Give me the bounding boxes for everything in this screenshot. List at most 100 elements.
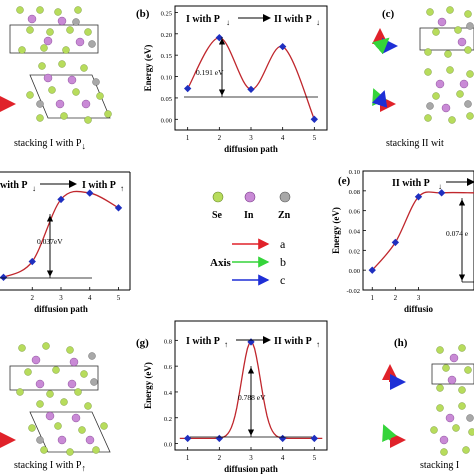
x-tick-label: 1 — [186, 454, 190, 462]
structure-h-side — [431, 344, 474, 394]
chart-panel-g: 0.0 0.2 0.4 0.6 0.8 1 2 3 4 5 diffusion path Energy… — [136, 320, 328, 474]
x-tick-label: 1 — [186, 134, 190, 142]
y-tick-label: 0.05 — [161, 96, 172, 103]
caption-c: stacking II wit — [386, 138, 444, 149]
panel-label-e: (e) — [338, 175, 351, 187]
y-tick-label: 0.00 — [161, 117, 172, 124]
atom-label-in: In — [244, 210, 254, 221]
data-point — [247, 85, 255, 94]
barrier-annotation: 0.074 e — [446, 229, 469, 238]
structure-f-side — [9, 342, 99, 398]
data-point — [114, 204, 123, 212]
y-tick-label: 0.20 — [161, 32, 172, 39]
y-tick-label: 0.10 — [161, 75, 172, 82]
x-axis-label: diffusion path — [224, 144, 278, 154]
axis-label-b: b — [280, 255, 286, 269]
x-tick-label: 5 — [313, 454, 317, 462]
y-axis-label: Energy (eV) — [143, 362, 153, 409]
data-point — [183, 84, 192, 93]
panel-title-right-arrow: ↑ — [316, 340, 320, 349]
atom-se-icon — [212, 191, 224, 203]
barrier-annotation: 0.788 eV — [238, 393, 266, 402]
y-tick-label: 0.2 — [164, 416, 172, 423]
structure-h-top — [430, 402, 474, 456]
legend-axes: Axis a b c — [210, 237, 286, 287]
panel-label-g: (g) — [136, 337, 149, 349]
structure-c-side — [419, 6, 474, 58]
data-point — [368, 266, 376, 274]
panel-title-left-arrow: ↑ — [224, 340, 228, 349]
x-tick-label: 3 — [249, 134, 253, 142]
panel-title-left: with P — [0, 180, 28, 191]
chart-panel-e: -0.02 0.00 0.02 0.04 0.06 0.08 0.10 1 2 3 diffusio… — [331, 169, 474, 314]
structure-a-top — [26, 60, 112, 124]
structure-c-top — [424, 66, 474, 124]
y-axis-label: Energy (eV) — [143, 45, 153, 92]
barrier-annotation: 0.037eV — [37, 237, 63, 246]
x-tick-label: 4 — [88, 294, 92, 302]
panel-title-right: I with P — [82, 180, 116, 191]
panel-title-right: II with P — [274, 14, 312, 25]
y-tick-label: 0.06 — [349, 209, 361, 216]
data-point — [310, 434, 319, 443]
caption-a: stacking I with P↓ — [14, 138, 86, 151]
y-tick-label: -0.02 — [346, 288, 360, 295]
data-point — [278, 434, 287, 443]
y-tick-label: 0.02 — [349, 248, 360, 255]
x-tick-label: 4 — [281, 454, 285, 462]
panel-title-left-arrow: ↓ — [32, 184, 36, 193]
x-axis-label: diffusion path — [34, 304, 88, 314]
caption-f: stacking I with P↑ — [14, 460, 86, 473]
structure-f-top — [28, 398, 111, 456]
data-point — [183, 434, 192, 443]
panel-title-right: II with P — [274, 336, 312, 347]
y-tick-label: 0.0 — [164, 442, 172, 449]
axis-label-c: c — [280, 273, 285, 287]
barrier-annotation: 0.191 eV — [196, 68, 224, 77]
data-point — [310, 115, 319, 123]
y-axis-label: Energy (eV) — [331, 207, 341, 254]
panel-label-h: (h) — [394, 337, 408, 349]
y-tick-label: 0.08 — [349, 189, 360, 196]
axis-legend-title: Axis — [210, 257, 232, 269]
x-tick-label: 3 — [249, 454, 253, 462]
legend-atoms: Se In Zn — [212, 191, 291, 221]
axis-triad-c-bottom — [371, 88, 396, 112]
y-tick-label: 0.25 — [161, 10, 172, 17]
y-tick-label: 0.00 — [349, 268, 360, 275]
series-curve — [187, 36, 315, 120]
panel-title-left: I with P — [186, 336, 220, 347]
atom-label-zn: Zn — [278, 210, 291, 221]
panel-title-left: II with P — [392, 178, 430, 189]
data-point — [215, 434, 224, 443]
axis-triad-h-top — [382, 364, 406, 390]
x-tick-label: 2 — [218, 134, 222, 142]
y-tick-label: 0.4 — [164, 390, 173, 397]
panel-title-right-arrow: ↑ — [120, 184, 124, 193]
panel-label-c: (c) — [382, 8, 395, 20]
x-tick-label: 5 — [313, 134, 317, 142]
data-point — [57, 195, 65, 204]
y-tick-label: 0.8 — [164, 338, 172, 345]
data-point — [86, 189, 94, 197]
panel-title-left: I with P — [186, 14, 220, 25]
panel-title-left-arrow: ↓ — [438, 182, 442, 191]
axis-triad-h-bottom — [382, 424, 406, 448]
axis-label-a: a — [280, 237, 286, 251]
y-tick-label: 0.15 — [161, 53, 172, 60]
panel-title-left-arrow: ↓ — [226, 18, 230, 27]
structure-a-side — [9, 6, 99, 54]
x-tick-label: 2 — [394, 294, 398, 302]
data-point — [437, 189, 446, 197]
x-tick-label: 3 — [417, 294, 421, 302]
data-point — [391, 238, 400, 247]
x-tick-label: 2 — [218, 454, 222, 462]
x-tick-label: 4 — [281, 134, 285, 142]
x-tick-label: 1 — [371, 294, 375, 302]
y-tick-label: 0.6 — [164, 364, 173, 371]
x-tick-label: 5 — [117, 294, 121, 302]
caption-h: stacking I — [420, 460, 459, 471]
atom-in-icon — [244, 191, 256, 203]
x-axis-label: diffusio — [404, 304, 434, 314]
